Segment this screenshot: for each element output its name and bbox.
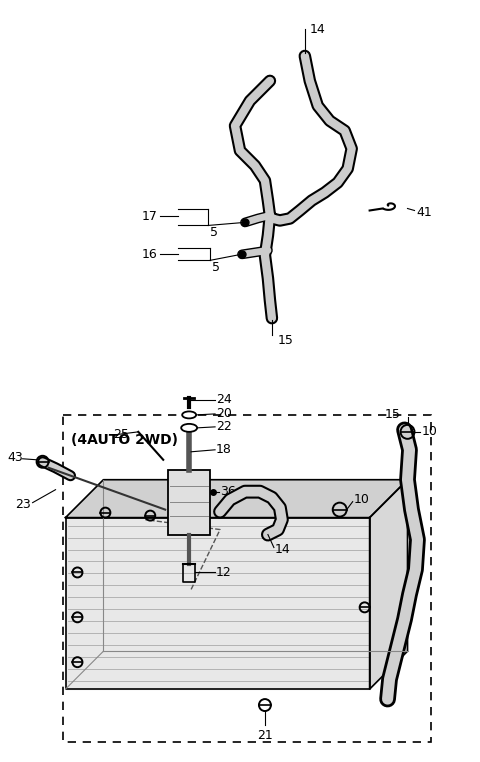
Ellipse shape xyxy=(182,411,196,418)
Text: 17: 17 xyxy=(142,210,157,223)
Text: 15: 15 xyxy=(278,334,294,347)
Text: 10: 10 xyxy=(421,425,437,438)
Text: 12: 12 xyxy=(216,566,232,579)
Text: 41: 41 xyxy=(417,206,432,219)
Text: 22: 22 xyxy=(216,421,232,434)
Text: 16: 16 xyxy=(142,248,157,261)
Text: 10: 10 xyxy=(354,493,370,506)
Text: 21: 21 xyxy=(257,729,273,742)
Text: 5: 5 xyxy=(210,226,218,239)
Text: 23: 23 xyxy=(15,498,31,511)
Text: 43: 43 xyxy=(7,451,23,464)
Polygon shape xyxy=(370,480,408,689)
Text: 14: 14 xyxy=(275,543,291,556)
Text: 24: 24 xyxy=(216,393,232,406)
Text: 18: 18 xyxy=(216,443,232,456)
Ellipse shape xyxy=(181,424,197,432)
Text: 20: 20 xyxy=(216,408,232,421)
Text: (4AUTO 2WD): (4AUTO 2WD) xyxy=(71,433,178,447)
Text: 15: 15 xyxy=(384,408,400,421)
Text: 25: 25 xyxy=(113,428,129,441)
Polygon shape xyxy=(65,517,370,689)
Polygon shape xyxy=(65,480,408,517)
Text: 5: 5 xyxy=(212,261,220,274)
Text: 14: 14 xyxy=(310,23,325,36)
Bar xyxy=(168,469,210,535)
Text: 36: 36 xyxy=(220,485,236,498)
